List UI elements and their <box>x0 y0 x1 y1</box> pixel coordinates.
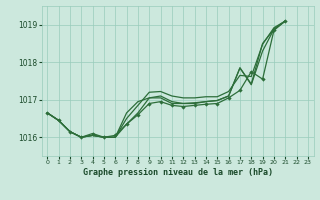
X-axis label: Graphe pression niveau de la mer (hPa): Graphe pression niveau de la mer (hPa) <box>83 168 273 177</box>
